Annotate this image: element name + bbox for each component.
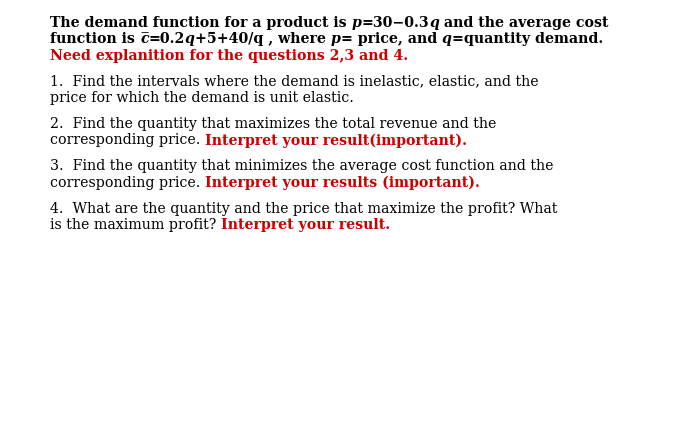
Text: =quantity demand.: =quantity demand. xyxy=(452,32,603,46)
Text: p: p xyxy=(352,16,362,30)
Text: q: q xyxy=(442,32,452,46)
Text: p: p xyxy=(330,32,340,46)
Text: The demand function for a product is: The demand function for a product is xyxy=(50,16,352,30)
Text: corresponding price.: corresponding price. xyxy=(50,176,205,190)
Text: corresponding price.: corresponding price. xyxy=(50,133,205,147)
Text: Interpret your result.: Interpret your result. xyxy=(221,218,391,232)
Text: q: q xyxy=(429,16,440,30)
Text: 3.  Find the quantity that minimizes the average cost function and the: 3. Find the quantity that minimizes the … xyxy=(50,159,554,173)
Text: 2.  Find the quantity that maximizes the total revenue and the: 2. Find the quantity that maximizes the … xyxy=(50,117,497,131)
Text: Interpret your result(important).: Interpret your result(important). xyxy=(205,133,468,148)
Text: is the maximum profit?: is the maximum profit? xyxy=(50,218,221,232)
Text: Interpret your results (important).: Interpret your results (important). xyxy=(205,176,480,190)
Text: function is: function is xyxy=(50,32,140,46)
Text: 1.  Find the intervals where the demand is inelastic, elastic, and the: 1. Find the intervals where the demand i… xyxy=(50,75,539,88)
Text: 4.  What are the quantity and the price that maximize the profit? What: 4. What are the quantity and the price t… xyxy=(50,202,558,216)
Text: price for which the demand is unit elastic.: price for which the demand is unit elast… xyxy=(50,91,354,105)
Text: q: q xyxy=(185,32,195,46)
Text: c̅: c̅ xyxy=(140,32,149,46)
Text: and the average cost: and the average cost xyxy=(440,16,609,30)
Text: +5+40/q , where: +5+40/q , where xyxy=(195,32,330,46)
Text: =30−0.3: =30−0.3 xyxy=(362,16,429,30)
Text: =0.2: =0.2 xyxy=(149,32,185,46)
Text: Need explanition for the questions 2,3 and 4.: Need explanition for the questions 2,3 a… xyxy=(50,48,409,63)
Text: = price, and: = price, and xyxy=(340,32,442,46)
